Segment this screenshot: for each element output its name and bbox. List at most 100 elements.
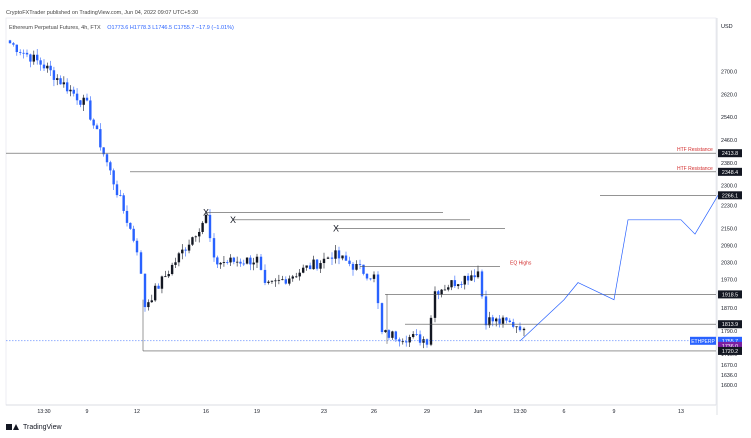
candle-body xyxy=(52,70,56,80)
candle-body xyxy=(249,257,252,265)
candle-body xyxy=(191,237,194,245)
candle-body xyxy=(501,317,505,324)
candle-body xyxy=(473,275,476,278)
price-tick-label: 1790.0 xyxy=(721,329,737,335)
candle-body xyxy=(143,273,147,308)
price-badge: 1813.9 xyxy=(718,320,742,329)
candle-body xyxy=(194,236,198,238)
candle-body xyxy=(384,330,387,333)
candle-body xyxy=(129,222,132,229)
candle-body xyxy=(170,264,174,275)
candles-group xyxy=(8,39,526,349)
candle-body xyxy=(305,265,308,268)
candle-body xyxy=(201,222,204,232)
swing-high-marker: X xyxy=(230,215,236,225)
candle-body xyxy=(319,263,322,269)
time-tick-label: 9 xyxy=(86,409,89,415)
time-tick-label: 12 xyxy=(134,409,140,415)
level-label: HTF Resistance xyxy=(677,166,713,172)
candle-body xyxy=(167,274,170,277)
candle-body xyxy=(344,255,348,261)
candle-body xyxy=(125,210,129,223)
candle-body xyxy=(12,43,15,45)
candle-body xyxy=(515,326,518,328)
candle-body xyxy=(112,170,115,185)
candle-body xyxy=(401,341,404,343)
candle-body xyxy=(39,60,42,65)
candle-body xyxy=(72,89,75,94)
candle-body xyxy=(425,339,429,345)
candle-body xyxy=(242,263,245,265)
symbol-title[interactable]: Ethereum Perpetual Futures, 4h, FTX xyxy=(9,25,101,31)
candle-body xyxy=(337,250,341,259)
swing-high-marker: X xyxy=(203,208,209,218)
candle-body xyxy=(369,278,372,280)
candle-body xyxy=(274,280,277,282)
time-tick-label: 29 xyxy=(424,409,430,415)
time-tick-label: 9 xyxy=(613,409,616,415)
candle-body xyxy=(463,275,466,285)
candle-body xyxy=(365,273,369,279)
candle-body xyxy=(301,267,305,273)
candle-body xyxy=(288,278,291,284)
candle-body xyxy=(480,271,484,297)
candle-body xyxy=(19,52,22,53)
candle-body xyxy=(174,262,177,265)
price-tick-label: 1970.0 xyxy=(721,278,737,284)
candle-body xyxy=(358,264,362,265)
candle-body xyxy=(8,40,12,44)
tradingview-brand: TradingView xyxy=(23,423,62,431)
candle-body xyxy=(460,284,463,285)
time-tick-label: Jun xyxy=(474,409,483,415)
tradingview-footer: TradingView xyxy=(6,423,62,431)
time-tick-label: 13:30 xyxy=(37,409,50,415)
price-tick-label: 1870.0 xyxy=(721,306,737,312)
price-tick-label: 2460.0 xyxy=(721,138,737,144)
candle-body xyxy=(522,328,526,331)
candle-body xyxy=(498,318,501,324)
candle-body xyxy=(405,341,408,343)
candle-body xyxy=(184,249,187,251)
candle-body xyxy=(65,82,69,92)
candle-body xyxy=(476,271,480,278)
candle-body xyxy=(22,52,25,54)
candle-body xyxy=(139,252,143,274)
price-tick-label: 2150.0 xyxy=(721,226,737,232)
candle-body xyxy=(198,231,201,237)
candle-body xyxy=(204,214,208,223)
plot-frame xyxy=(5,17,717,406)
candle-body xyxy=(252,262,255,265)
candle-body xyxy=(267,281,270,283)
candle-body xyxy=(372,274,376,279)
candle-body xyxy=(322,258,326,264)
candle-body xyxy=(147,302,150,308)
candle-body xyxy=(391,331,394,338)
candle-body xyxy=(447,287,450,290)
candle-body xyxy=(341,255,344,259)
candle-body xyxy=(281,279,284,281)
candle-body xyxy=(160,276,164,289)
candle-body xyxy=(484,296,488,326)
price-badge: 1755.7 xyxy=(718,336,742,345)
candle-body xyxy=(270,280,274,282)
price-badge-text: 1918.5 xyxy=(722,292,738,298)
candle-body xyxy=(298,272,301,277)
candle-body xyxy=(219,262,222,265)
candle-body xyxy=(187,244,191,251)
candle-body xyxy=(408,336,411,343)
candle-body xyxy=(437,291,440,295)
symbol-tag-bg xyxy=(690,336,716,345)
candle-body xyxy=(15,44,18,53)
candle-body xyxy=(348,260,351,264)
price-tick-label: 2620.0 xyxy=(721,92,737,98)
time-tick-label: 16 xyxy=(203,409,209,415)
price-badge-bg xyxy=(718,341,742,350)
candle-body xyxy=(508,320,511,323)
candle-body xyxy=(75,93,79,101)
candle-body xyxy=(415,334,418,335)
candle-body xyxy=(315,259,319,269)
time-tick-label: 19 xyxy=(254,409,260,415)
candle-body xyxy=(440,289,443,295)
candle-body xyxy=(259,256,263,270)
